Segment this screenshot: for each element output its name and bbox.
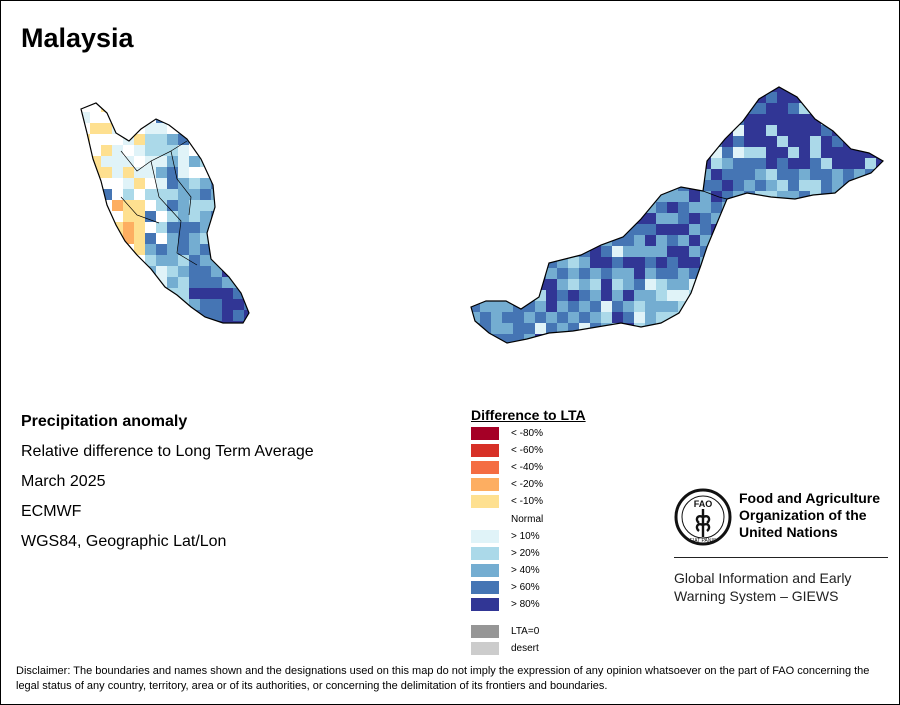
legend-label: < -80% xyxy=(511,428,543,439)
borneo-coastline xyxy=(470,86,884,344)
legend-swatch xyxy=(471,427,499,440)
legend-swatch xyxy=(471,547,499,560)
legend-swatch xyxy=(471,495,499,508)
legend-label: < -40% xyxy=(511,462,543,473)
disclaimer: Disclaimer: The boundaries and names sho… xyxy=(16,665,870,692)
peninsula-anomaly-grid xyxy=(81,103,249,323)
legend-label: < -20% xyxy=(511,479,543,490)
info-source: ECMWF xyxy=(21,503,82,520)
precipitation-map xyxy=(80,86,884,344)
info-projection: WGS84, Geographic Lat/Lon xyxy=(21,533,227,550)
fao-name-line: Organization of the xyxy=(739,507,867,523)
info-heading: Precipitation anomaly xyxy=(21,413,188,430)
legend-swatch xyxy=(471,478,499,491)
legend-title: Difference to LTA xyxy=(471,407,586,423)
legend-label: < -60% xyxy=(511,445,543,456)
legend-label: > 60% xyxy=(511,582,540,593)
giews-line: Warning System – GIEWS xyxy=(674,588,839,604)
legend-swatch xyxy=(471,564,499,577)
fao-logo-icon: FAO FIAT PANIS xyxy=(674,488,732,546)
legend-swatch xyxy=(471,530,499,543)
legend-label: > 10% xyxy=(511,531,540,542)
legend-swatch xyxy=(471,444,499,457)
borneo-anomaly-grid xyxy=(471,87,883,343)
legend-label: Normal xyxy=(511,514,544,525)
legend-swatch xyxy=(471,461,499,474)
sabah-sarawak-border xyxy=(702,190,728,200)
legend-label: < -10% xyxy=(511,496,543,507)
legend-label: > 40% xyxy=(511,565,540,576)
fao-logo-motto: FIAT PANIS xyxy=(690,538,717,544)
fao-name: Food and Agriculture Organization of the… xyxy=(739,490,899,541)
legend-label: LTA=0 xyxy=(511,626,540,637)
fao-divider xyxy=(674,557,888,558)
peninsula-state-borders xyxy=(120,140,198,266)
legend-swatch xyxy=(471,625,499,638)
info-subtitle: Relative difference to Long Term Average xyxy=(21,443,314,460)
legend-swatch xyxy=(471,642,499,655)
fao-name-line: Food and Agriculture xyxy=(739,490,881,506)
giews-name: Global Information and Early Warning Sys… xyxy=(674,569,889,605)
legend-swatch xyxy=(471,598,499,611)
legend-label: > 80% xyxy=(511,599,540,610)
fao-logo-letters: FAO xyxy=(694,499,713,509)
peninsula-coastline xyxy=(80,102,250,324)
fao-name-line: United Nations xyxy=(739,524,838,540)
map-title: Malaysia xyxy=(21,23,134,53)
legend-swatch xyxy=(471,581,499,594)
info-period: March 2025 xyxy=(21,473,106,490)
legend-label: desert xyxy=(511,643,539,654)
giews-line: Global Information and Early xyxy=(674,570,852,586)
legend-label: > 20% xyxy=(511,548,540,559)
